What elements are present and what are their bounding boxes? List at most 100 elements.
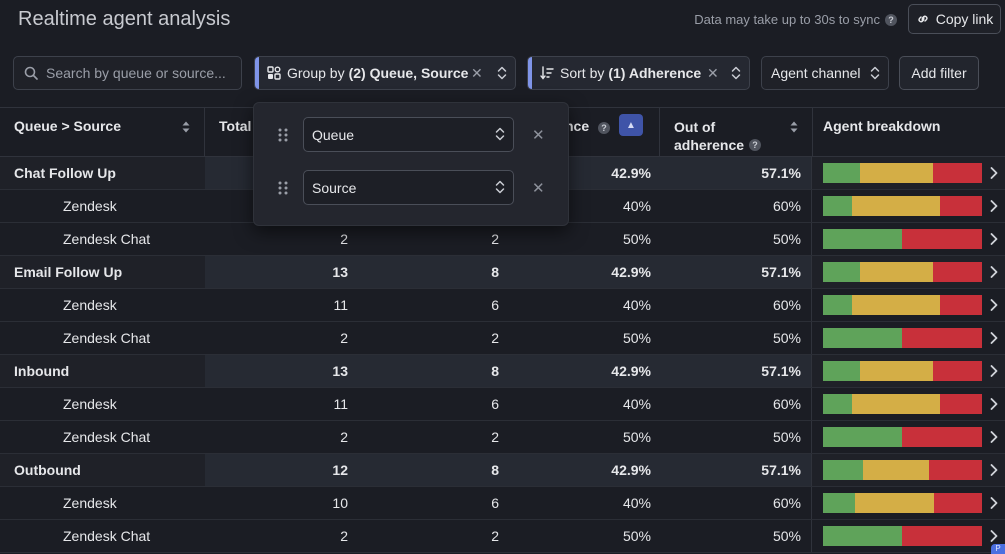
row-adherence-pct: 40% (622, 297, 651, 313)
bar-segment-warning (851, 295, 940, 315)
header-in-adherence[interactable]: nce ? ▲ (349, 108, 660, 157)
row-total: 13 (205, 355, 349, 387)
corner-tag[interactable]: P (991, 544, 1005, 554)
group-by-chip[interactable]: Group by (2) Queue, Source ✕ (254, 56, 516, 90)
clear-group-icon[interactable]: ✕ (471, 65, 483, 81)
drag-handle-icon[interactable] (278, 128, 288, 142)
add-filter-button[interactable]: Add filter (899, 56, 979, 90)
chevron-right-icon[interactable] (990, 233, 998, 245)
remove-group-icon[interactable]: ✕ (532, 127, 545, 144)
row-adherence-pct: 40% (622, 198, 651, 214)
chip-accent (255, 57, 259, 89)
row-out-adherence-pct: 60% (660, 190, 812, 222)
table-row[interactable]: Zendesk Chat 2 2 50% 50% (0, 520, 1005, 553)
sort-toggle-icon[interactable] (790, 120, 798, 134)
agent-breakdown-bar (823, 262, 982, 282)
row-in-adherence: 2 (491, 429, 499, 445)
bar-segment-out-adherence (933, 163, 982, 183)
header-queue-source-label: Queue > Source (14, 118, 121, 134)
bar-segment-in-adherence (823, 229, 903, 249)
row-out-adherence-pct: 60% (660, 487, 812, 519)
updown-icon (497, 66, 507, 80)
row-name: Inbound (14, 363, 70, 379)
header-in-adherence-label: nce (565, 118, 590, 134)
row-name: Zendesk (63, 495, 117, 511)
row-adherence-pct: 50% (622, 330, 651, 346)
chevron-right-icon[interactable] (990, 266, 998, 278)
bar-segment-in-adherence (823, 361, 861, 381)
chevron-right-icon[interactable] (990, 365, 998, 377)
chevron-right-icon[interactable] (990, 200, 998, 212)
sort-by-chip[interactable]: Sort by (1) Adherence ✕ (527, 56, 750, 90)
header-breakdown: Agent breakdown (813, 108, 1005, 157)
help-icon[interactable]: ? (885, 13, 897, 26)
agent-breakdown-bar (823, 526, 982, 546)
bar-segment-in-adherence (823, 163, 861, 183)
chevron-right-icon[interactable] (990, 299, 998, 311)
help-icon[interactable]: ? (749, 139, 762, 151)
chevron-right-icon[interactable] (990, 398, 998, 410)
chevron-right-icon[interactable] (990, 530, 998, 542)
header-queue-source[interactable]: Queue > Source (0, 108, 205, 157)
table-group-row[interactable]: Email Follow Up 13 8 42.9% 57.1% (0, 256, 1005, 289)
row-out-adherence-pct: 60% (660, 388, 812, 420)
agent-breakdown-bar (823, 460, 982, 480)
row-total: 13 (205, 256, 349, 288)
table-row[interactable]: Zendesk 11 6 40% 60% (0, 388, 1005, 421)
agent-breakdown-bar (823, 163, 982, 183)
bar-segment-out-adherence (939, 196, 982, 216)
bar-segment-in-adherence (823, 427, 903, 447)
table-row[interactable]: Zendesk 10 6 40% 60% (0, 487, 1005, 520)
row-in-adherence: 6 (491, 495, 499, 511)
row-name: Zendesk Chat (63, 528, 151, 544)
row-in-adherence: 2 (491, 528, 499, 544)
row-name: Zendesk Chat (63, 330, 151, 346)
chevron-right-icon[interactable] (990, 431, 998, 443)
table-group-row[interactable]: Outbound 12 8 42.9% 57.1% (0, 454, 1005, 487)
table-row[interactable]: Zendesk Chat 2 2 50% 50% (0, 322, 1005, 355)
bar-segment-in-adherence (823, 328, 903, 348)
drag-handle-icon[interactable] (278, 181, 288, 195)
bar-segment-out-adherence (902, 328, 982, 348)
group-by-popover: Queue ✕ Source ✕ (253, 102, 569, 226)
chevron-right-icon[interactable] (990, 497, 998, 509)
bar-segment-warning (854, 493, 934, 513)
table-row[interactable]: Zendesk Chat 2 2 50% 50% (0, 421, 1005, 454)
search-box[interactable] (13, 56, 242, 90)
bar-segment-warning (860, 163, 934, 183)
agent-channel-select[interactable]: Agent channel (761, 56, 889, 90)
sort-ascending-icon[interactable]: ▲ (619, 114, 643, 136)
group-by-value: (2) Queue, Source (348, 65, 469, 81)
chevron-right-icon[interactable] (990, 167, 998, 179)
row-in-adherence: 2 (491, 231, 499, 247)
row-out-adherence-pct: 57.1% (660, 355, 812, 387)
row-in-adherence: 8 (349, 454, 500, 486)
bar-segment-out-adherence (933, 493, 982, 513)
bar-segment-in-adherence (823, 460, 864, 480)
clear-sort-icon[interactable]: ✕ (707, 65, 719, 81)
row-total: 2 (340, 231, 348, 247)
chevron-right-icon[interactable] (990, 464, 998, 476)
row-out-adherence-pct: 50% (660, 223, 812, 255)
table-row[interactable]: Zendesk Chat 2 2 50% 50% (0, 223, 1005, 256)
agent-channel-label: Agent channel (771, 65, 861, 81)
search-input[interactable] (46, 65, 236, 81)
row-adherence-pct: 40% (622, 396, 651, 412)
remove-group-icon[interactable]: ✕ (532, 180, 545, 197)
chevron-right-icon[interactable] (990, 332, 998, 344)
table-group-row[interactable]: Inbound 13 8 42.9% 57.1% (0, 355, 1005, 388)
header-out-adherence[interactable]: Out of adherence ? (660, 108, 813, 157)
bar-segment-out-adherence (902, 229, 982, 249)
agent-breakdown-bar (823, 328, 982, 348)
group-option-select[interactable]: Queue (303, 117, 514, 152)
table-row[interactable]: Zendesk 11 6 40% 60% (0, 289, 1005, 322)
sort-toggle-icon[interactable] (182, 120, 190, 134)
row-name: Email Follow Up (14, 264, 123, 280)
header-out-line2: adherence (674, 137, 745, 153)
bar-segment-in-adherence (823, 493, 855, 513)
help-icon[interactable]: ? (598, 122, 611, 134)
group-option-select[interactable]: Source (303, 170, 514, 205)
bar-segment-out-adherence (933, 262, 982, 282)
copy-link-button[interactable]: Copy link (908, 4, 1001, 34)
bar-segment-out-adherence (929, 460, 982, 480)
